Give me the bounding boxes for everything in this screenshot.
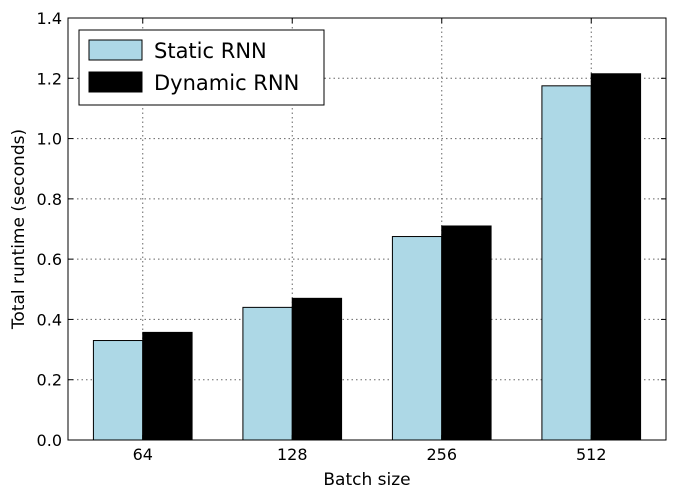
y-tick-label: 0.4 (37, 310, 62, 329)
x-tick-label: 512 (576, 445, 607, 464)
legend-label: Dynamic RNN (154, 71, 299, 95)
y-tick-label: 1.4 (37, 9, 62, 28)
legend: Static RNN Dynamic RNN (78, 29, 325, 106)
y-tick-label: 0.2 (37, 371, 62, 390)
y-tick-label: 1.2 (37, 69, 62, 88)
axis-ticks (68, 17, 666, 441)
bar-dynamic-rnn-64 (142, 331, 193, 441)
x-axis-label: Batch size (323, 470, 410, 490)
x-tick-label: 64 (133, 445, 153, 464)
bars (92, 73, 642, 441)
legend-label: Static RNN (154, 39, 267, 63)
y-tick-labels: 0.0 0.2 0.4 0.6 0.8 1.0 1.2 1.4 (37, 9, 62, 450)
bar-static-rnn-128 (242, 306, 293, 441)
y-tick-label: 0.8 (37, 190, 62, 209)
bar-dynamic-rnn-512 (590, 73, 642, 441)
y-axis-label: Total runtime (seconds) (9, 129, 29, 330)
bar-dynamic-rnn-128 (291, 297, 343, 441)
y-tick-label: 0.0 (37, 431, 62, 450)
bar-dynamic-rnn-256 (441, 225, 492, 441)
legend-swatch (88, 71, 143, 93)
x-tick-labels: 64 128 256 512 (133, 445, 607, 464)
x-tick-label: 256 (426, 445, 457, 464)
y-tick-label: 1.0 (37, 130, 62, 149)
bar-static-rnn-64 (92, 340, 144, 441)
legend-swatch (88, 39, 143, 61)
plot-frame (67, 17, 667, 441)
bar-static-rnn-512 (541, 85, 592, 441)
y-tick-label: 0.6 (37, 250, 62, 269)
bar-static-rnn-256 (391, 236, 443, 441)
x-tick-label: 128 (277, 445, 308, 464)
